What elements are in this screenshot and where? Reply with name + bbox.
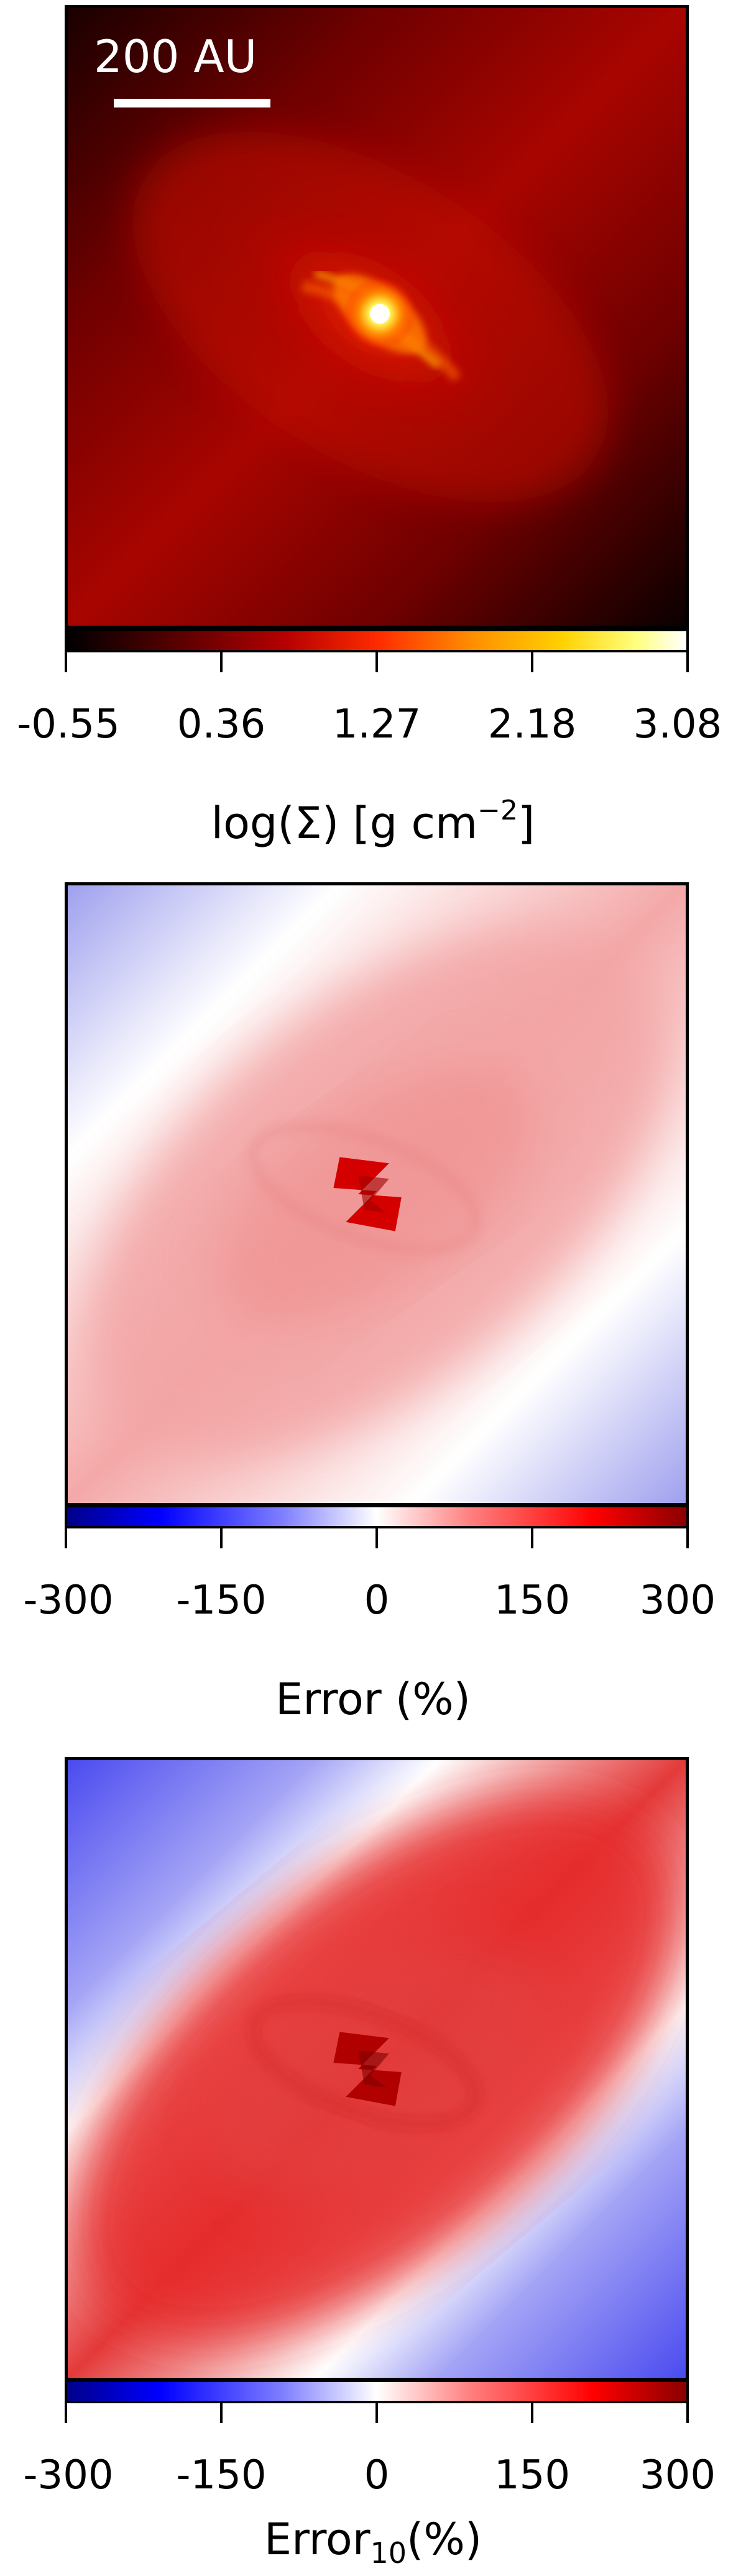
colorbar-tick-label: 300: [639, 2452, 716, 2498]
density-label-end: ]: [518, 798, 535, 849]
density-colorbar: [65, 629, 689, 652]
colorbar-tick: [375, 2402, 378, 2423]
colorbar-tick: [65, 1527, 67, 1548]
colorbar-tick-label: 150: [494, 2452, 571, 2498]
colorbar-tick: [686, 2402, 689, 2423]
colorbar-tick-label: 1.27: [332, 701, 421, 747]
error-image: [68, 885, 686, 1503]
colorbar-tick-label: -0.55: [17, 701, 120, 747]
colorbar-tick: [220, 651, 223, 672]
colorbar-tick: [531, 651, 533, 672]
colorbar-tick: [686, 651, 689, 672]
colorbar-tick: [531, 2402, 533, 2423]
colorbar-tick: [65, 651, 67, 672]
colorbar-tick: [220, 2402, 223, 2423]
colorbar-tick: [531, 1527, 533, 1548]
error-colorbar: [65, 1505, 689, 1528]
colorbar-tick-label: -150: [176, 1578, 267, 1624]
colorbar-tick-label: 0: [364, 1578, 390, 1624]
colorbar-tick-label: 150: [494, 1578, 571, 1624]
colorbar-tick: [220, 1527, 223, 1548]
colorbar-tick-label: 2.18: [487, 701, 577, 747]
colorbar-tick: [65, 2402, 67, 2423]
error10-label-subscript: 10: [370, 2536, 407, 2570]
colorbar-tick: [686, 1527, 689, 1548]
colorbar-tick-label: 3.08: [633, 701, 722, 747]
density-label-exponent: −2: [477, 795, 518, 826]
density-colorbar-label: log(Σ) [g cm−2]: [0, 797, 746, 846]
error-colorbar-label: Error (%): [275, 1674, 471, 1725]
colorbar-tick-label: 0: [364, 2452, 390, 2498]
colorbar-tick: [375, 651, 378, 672]
colorbar-tick-label: -300: [23, 2452, 114, 2498]
scalebar-label: 200 AU: [94, 30, 257, 83]
error-map: [65, 882, 689, 1506]
colorbar-tick: [375, 1527, 378, 1548]
colorbar-tick-label: -300: [23, 1578, 114, 1624]
error10-image: [68, 1760, 686, 2378]
scalebar-line: [114, 99, 270, 107]
colorbar-tick-label: 0.36: [177, 701, 266, 747]
error10-colorbar-label: Error10(%): [0, 2518, 746, 2567]
density-image: [68, 8, 686, 626]
error10-label-main: Error: [264, 2514, 371, 2565]
error10-map: [65, 1757, 689, 2381]
colorbar-tick-label: 300: [639, 1578, 716, 1624]
colorbar-tick-label: -150: [176, 2452, 267, 2498]
error10-colorbar: [65, 2380, 689, 2403]
error10-label-end: (%): [407, 2514, 482, 2565]
density-map: 200 AU: [65, 5, 689, 629]
density-label-main: log(Σ) [g cm: [211, 798, 478, 849]
